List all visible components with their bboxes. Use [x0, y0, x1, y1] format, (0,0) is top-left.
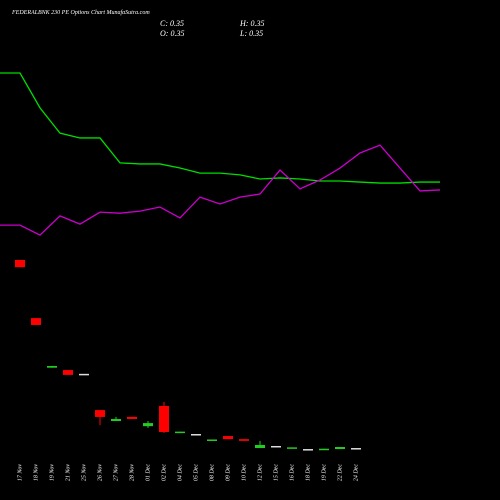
candle-body	[271, 445, 281, 448]
x-tick-label: 09 Dec	[225, 464, 231, 481]
candle-body	[63, 370, 73, 375]
ohlc-label: C: 0.35	[160, 19, 184, 28]
candle-body	[287, 447, 297, 449]
candle-body	[303, 449, 313, 451]
x-tick-label: 27 Nov	[113, 464, 119, 482]
ohlc-label: L: 0.35	[239, 29, 263, 38]
x-tick-label: 22 Dec	[337, 464, 343, 481]
candle-body	[335, 447, 345, 450]
x-tick-label: 18 Nov	[33, 464, 39, 482]
x-tick-label: 08 Dec	[209, 464, 215, 481]
candle-body	[127, 416, 137, 419]
candle-body	[239, 439, 249, 441]
candle-body	[255, 444, 265, 449]
x-tick-label: 15 Dec	[273, 464, 279, 481]
x-tick-label: 05 Dec	[193, 464, 199, 481]
x-tick-label: 17 Nov	[17, 464, 23, 482]
candle-body	[31, 318, 41, 325]
x-tick-label: 02 Dec	[161, 464, 167, 481]
x-tick-label: 19 Nov	[49, 464, 55, 482]
x-tick-label: 21 Nov	[65, 464, 71, 482]
candle-body	[143, 423, 153, 427]
x-tick-label: 12 Dec	[257, 464, 263, 481]
chart-title: FEDERALBNK 230 PE Options Chart MunafaSu…	[11, 9, 150, 16]
candle-body	[191, 434, 201, 436]
ohlc-label: O: 0.35	[160, 29, 184, 38]
line-series	[0, 144, 441, 236]
x-tick-label: 10 Dec	[241, 464, 247, 481]
x-tick-label: 28 Nov	[129, 464, 135, 482]
candle-body	[15, 260, 25, 268]
x-tick-label: 04 Dec	[176, 464, 183, 481]
candle-body	[111, 418, 121, 422]
candle-body	[175, 431, 185, 434]
candle-body	[95, 410, 105, 417]
x-tick-label: 24 Dec	[352, 464, 359, 481]
candle-body	[319, 448, 329, 451]
candle-body	[79, 373, 89, 376]
candle-body	[47, 365, 57, 368]
line-series	[0, 72, 440, 184]
ohlc-label: H: 0.35	[239, 19, 264, 28]
x-tick-label: 16 Dec	[289, 464, 295, 481]
candle-body	[223, 436, 233, 440]
x-tick-label: 25 Nov	[81, 464, 87, 482]
candle-body	[351, 448, 361, 450]
x-tick-label: 19 Dec	[321, 464, 327, 481]
x-tick-label: 26 Nov	[97, 464, 103, 482]
candle-body	[207, 439, 217, 441]
candle-body	[159, 405, 169, 432]
x-tick-label: 01 Dec	[145, 464, 151, 481]
x-tick-label: 18 Dec	[305, 464, 311, 481]
